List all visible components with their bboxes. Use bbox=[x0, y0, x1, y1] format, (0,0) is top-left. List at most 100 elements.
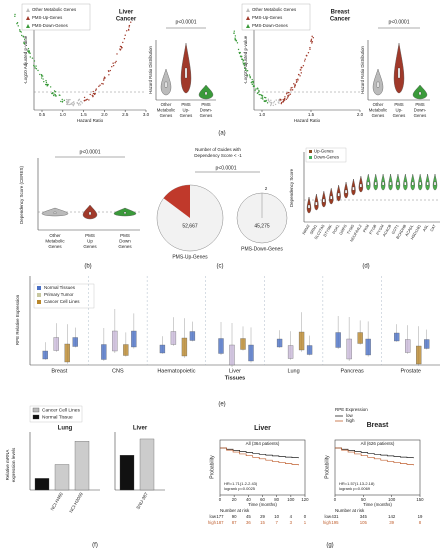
scatter-dot bbox=[251, 83, 254, 86]
box bbox=[416, 345, 422, 365]
scatter-dot bbox=[249, 76, 251, 79]
scatter-dot bbox=[234, 39, 236, 41]
label: Genes bbox=[48, 244, 62, 249]
label: Hazard Ratio bbox=[294, 118, 321, 123]
legend-swatch bbox=[32, 407, 40, 413]
scatter-dot bbox=[127, 28, 130, 31]
label: Metabolic bbox=[157, 108, 176, 113]
km-curve bbox=[335, 447, 414, 459]
scatter-dot bbox=[94, 93, 96, 95]
violin-box bbox=[315, 201, 318, 206]
scatter-dot bbox=[66, 103, 68, 105]
label: PMS-Up-Genes bbox=[252, 15, 282, 20]
scatter-dot bbox=[98, 85, 100, 88]
label: PKM bbox=[362, 224, 370, 233]
label: expression levels bbox=[11, 447, 16, 482]
label: 0 bbox=[334, 497, 337, 502]
scatter-dot bbox=[61, 100, 64, 103]
label: ASL bbox=[422, 224, 429, 232]
scatter-dot bbox=[122, 41, 124, 44]
label: 2.5 bbox=[122, 112, 129, 117]
label: Number of Guides with bbox=[195, 147, 241, 152]
label: 431 bbox=[331, 514, 339, 519]
scatter-dot bbox=[253, 84, 255, 87]
scatter-dot bbox=[289, 93, 292, 95]
label: TYMS bbox=[346, 224, 355, 236]
scatter-dot bbox=[78, 104, 80, 106]
scatter-dot bbox=[267, 99, 270, 102]
scatter-dot bbox=[112, 64, 115, 67]
scatter-dot bbox=[109, 69, 112, 72]
scatter-dot bbox=[279, 99, 281, 101]
scatter-dot bbox=[24, 38, 26, 41]
label: 1.0 bbox=[259, 112, 266, 117]
scatter-dot bbox=[294, 83, 296, 86]
scatter-dot bbox=[28, 52, 30, 54]
violin-box bbox=[381, 181, 385, 186]
label: 195 bbox=[331, 520, 339, 525]
scatter-dot bbox=[83, 96, 86, 99]
label: 20 bbox=[232, 497, 237, 502]
label: PMS bbox=[85, 233, 95, 238]
label: logrank p=0.0069 bbox=[339, 486, 371, 491]
legend-box bbox=[33, 283, 95, 309]
scatter-dot bbox=[258, 89, 260, 92]
scatter-dot bbox=[243, 67, 246, 70]
box bbox=[101, 344, 107, 360]
scatter-dot bbox=[240, 55, 243, 58]
box bbox=[170, 331, 177, 345]
scatter-dot bbox=[236, 42, 239, 44]
box bbox=[42, 350, 48, 360]
label: 40 bbox=[246, 497, 251, 502]
legend-box bbox=[305, 147, 347, 163]
scatter-dot bbox=[58, 94, 61, 96]
scatter-dot bbox=[294, 85, 296, 87]
label: (d) bbox=[362, 264, 369, 270]
scatter-dot bbox=[255, 88, 257, 90]
label: GOT1 bbox=[391, 224, 400, 235]
scatter-dot bbox=[22, 35, 24, 38]
label: 90 bbox=[232, 514, 237, 519]
scatter-dot bbox=[303, 60, 306, 62]
label: 8 bbox=[419, 520, 422, 525]
scatter-dot bbox=[245, 68, 247, 70]
scatter-dot bbox=[288, 94, 290, 96]
label: Cancer bbox=[330, 17, 351, 23]
box bbox=[53, 337, 59, 351]
label: 100 bbox=[287, 497, 295, 502]
scatter-dot bbox=[286, 97, 289, 99]
scatter-dot bbox=[309, 48, 311, 50]
scatter-dot bbox=[287, 95, 289, 98]
scatter-dot bbox=[92, 90, 94, 93]
legend-marker bbox=[246, 24, 250, 28]
label: PMS bbox=[415, 102, 424, 107]
scatter-dot bbox=[277, 101, 280, 103]
scatter-dot bbox=[234, 37, 236, 39]
label: Other bbox=[373, 102, 384, 107]
label: NCI-H460 bbox=[50, 491, 65, 511]
violin-box bbox=[53, 211, 57, 214]
label: Lung bbox=[58, 426, 73, 432]
scatter-dot bbox=[37, 69, 39, 72]
scatter-dot bbox=[289, 89, 292, 91]
scatter-dot bbox=[310, 38, 313, 40]
scatter-dot bbox=[73, 103, 75, 106]
scatter-dot bbox=[237, 48, 240, 51]
label: (c) bbox=[217, 264, 224, 270]
scatter-dot bbox=[270, 99, 272, 102]
label: 2.0 bbox=[357, 112, 364, 117]
bar bbox=[139, 438, 155, 491]
scatter-dot bbox=[285, 98, 288, 100]
scatter-dot bbox=[128, 24, 131, 27]
scatter-dot bbox=[66, 101, 68, 104]
label: 45 bbox=[246, 514, 251, 519]
scatter-dot bbox=[261, 95, 264, 97]
label: Up-Genes bbox=[314, 149, 334, 154]
scatter-dot bbox=[114, 62, 116, 64]
label: Tissues bbox=[225, 375, 245, 381]
scatter-dot bbox=[297, 79, 299, 81]
legend-swatch bbox=[37, 286, 41, 290]
box bbox=[405, 339, 411, 353]
label: 29 bbox=[260, 514, 265, 519]
violin-box bbox=[204, 91, 208, 95]
